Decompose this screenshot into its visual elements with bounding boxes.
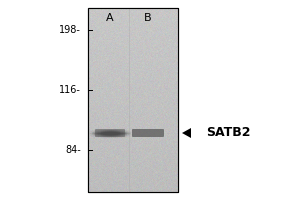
- Text: 198-: 198-: [59, 25, 81, 35]
- Bar: [88, 8, 178, 192]
- FancyBboxPatch shape: [132, 129, 164, 137]
- Polygon shape: [182, 128, 191, 138]
- Text: 116-: 116-: [59, 85, 81, 95]
- Text: 84-: 84-: [65, 145, 81, 155]
- Bar: [88, 8, 178, 192]
- Text: B: B: [144, 13, 152, 23]
- Text: A: A: [106, 13, 114, 23]
- FancyBboxPatch shape: [95, 129, 125, 137]
- Text: SATB2: SATB2: [206, 127, 250, 140]
